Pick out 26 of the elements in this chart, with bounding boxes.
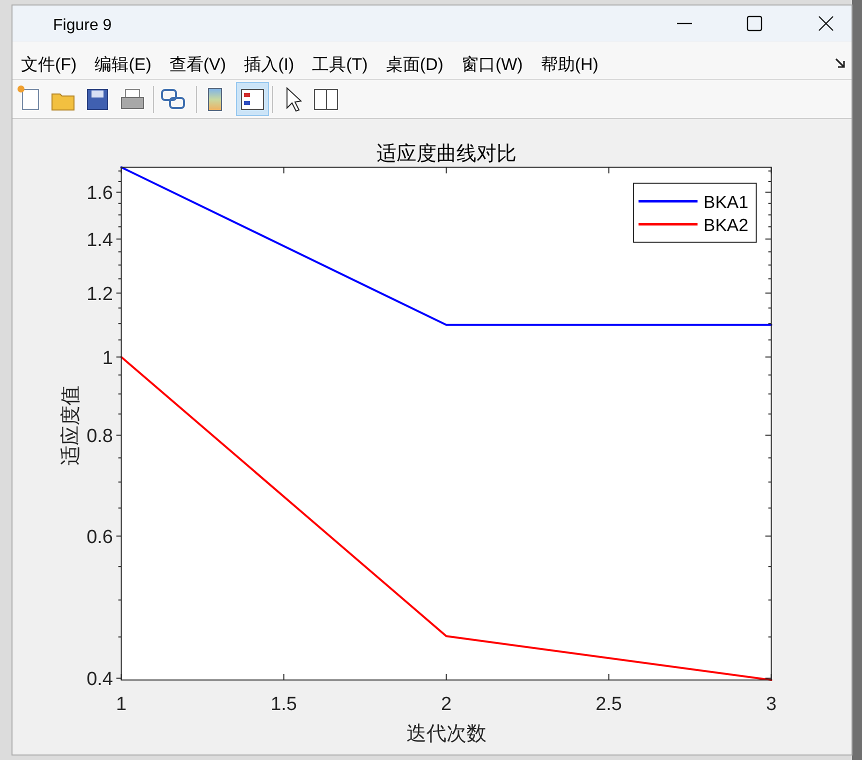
x-tick-label: 1.5	[270, 694, 297, 715]
x-tick-label: 2.5	[596, 694, 622, 715]
x-tick-label: 1	[116, 694, 127, 715]
menu-item: 文件(F)	[21, 55, 77, 74]
y-tick-label: 0.8	[86, 426, 113, 448]
menu-item: 桌面(D)	[386, 55, 444, 74]
y-tick-label: 0.4	[86, 669, 113, 690]
menu-item: 插入(I)	[244, 55, 294, 74]
y-tick-label: 0.6	[86, 527, 113, 548]
x-tick-label: 2	[441, 694, 452, 715]
menu-item: 工具(T)	[312, 55, 368, 74]
y-tick-label: 1.2	[86, 284, 113, 306]
chart-title: 适应度曲线对比	[376, 143, 516, 165]
window-title: Figure 9	[53, 17, 112, 34]
menu-item: 窗口(W)	[461, 55, 523, 74]
y-tick-label: 1	[102, 348, 113, 370]
y-tick-label: 1.6	[86, 183, 113, 204]
y-tick-label: 1.4	[86, 230, 113, 252]
legend-label: BKA1	[704, 192, 748, 212]
x-axis-title: 迭代次数	[406, 723, 486, 745]
menu-item: 查看(V)	[169, 55, 226, 74]
y-axis-title: 适应度值	[60, 386, 82, 466]
legend-label: BKA2	[704, 214, 748, 235]
menu-item: 帮助(H)	[540, 55, 598, 74]
x-tick-label: 3	[766, 694, 777, 715]
menu-item: 编辑(E)	[94, 55, 152, 74]
